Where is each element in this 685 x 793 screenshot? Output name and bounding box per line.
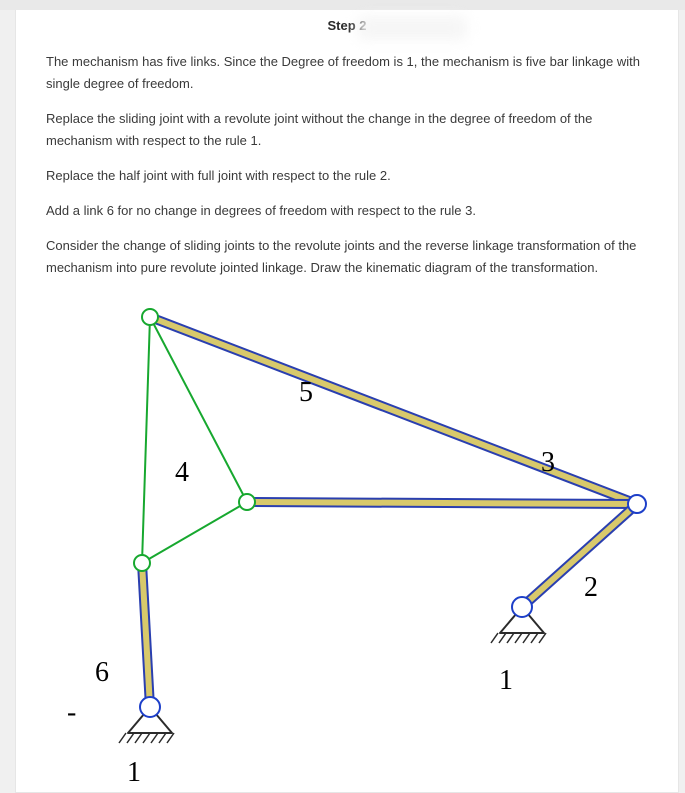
diagram-label: 3 [541, 447, 555, 479]
diagram-svg [47, 287, 647, 777]
paragraph: Replace the sliding joint with a revolut… [46, 108, 648, 152]
kinematic-diagram: 5342611- [47, 287, 647, 777]
diagram-label: 4 [175, 457, 189, 489]
top-bar [0, 0, 685, 10]
paragraph: Add a link 6 for no change in degrees of… [46, 200, 648, 222]
paragraph: Consider the change of sliding joints to… [46, 235, 648, 279]
step-title: Step 2 [46, 18, 648, 33]
paragraph: The mechanism has five links. Since the … [46, 51, 648, 95]
blur-overlay [357, 16, 467, 40]
diagram-label: 2 [584, 572, 598, 604]
paragraph: Replace the half joint with full joint w… [46, 165, 648, 187]
content-card: Step 2 The mechanism has five links. Sin… [15, 10, 679, 793]
diagram-label: 5 [299, 377, 313, 409]
diagram-label: 1 [499, 665, 513, 697]
diagram-label: 6 [95, 657, 109, 689]
diagram-label: - [67, 697, 76, 729]
diagram-label: 1 [127, 757, 141, 789]
